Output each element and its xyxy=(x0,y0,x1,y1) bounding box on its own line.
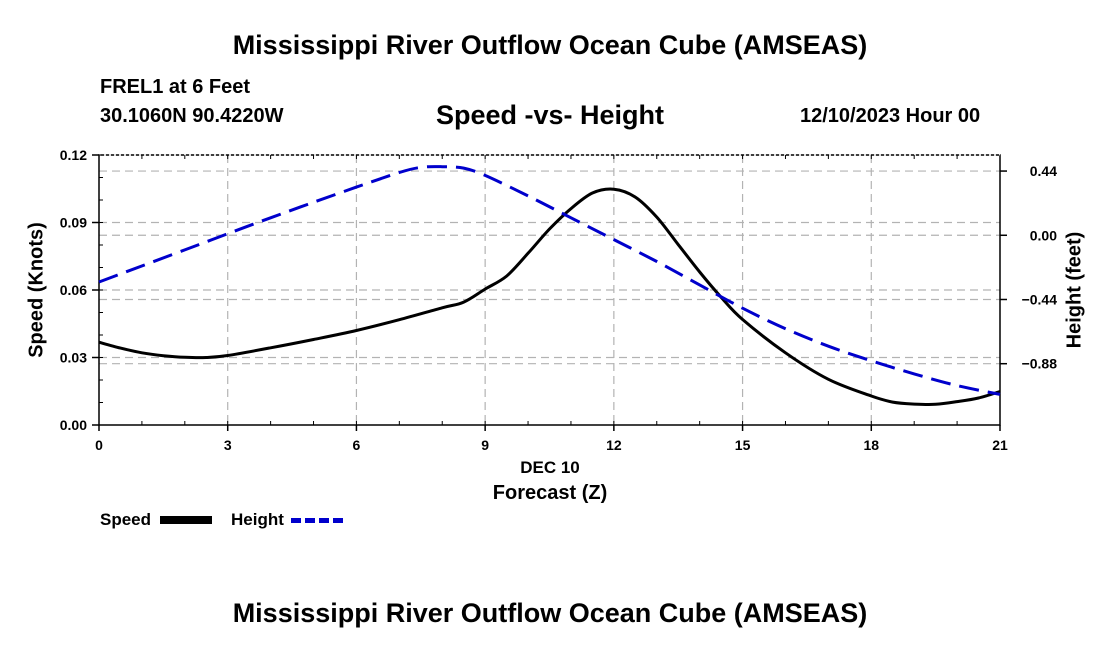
station-label: FREL1 at 6 Feet xyxy=(100,76,251,98)
legend-swatch-height xyxy=(291,518,343,523)
x-tick-label: 3 xyxy=(224,437,232,453)
x-tick-label: 15 xyxy=(735,437,751,453)
coordinates-label: 30.1060N 90.4220W xyxy=(100,105,284,127)
datetime-label: 12/10/2023 Hour 00 xyxy=(800,105,981,127)
y-axis-label-height: Height (feet) xyxy=(1063,231,1086,349)
y-tick-label: 0.03 xyxy=(60,350,87,366)
series-line-height xyxy=(98,165,1001,396)
x-axis-label: Forecast (Z) xyxy=(492,482,608,504)
x-axis-date-label: DEC 10 xyxy=(520,458,580,477)
main-title: Mississippi River Outflow Ocean Cube (AM… xyxy=(232,30,868,60)
chart-title: Speed -vs- Height xyxy=(435,100,665,130)
series-line-speed xyxy=(98,187,1001,406)
y-tick-label: 0.06 xyxy=(60,282,87,298)
x-tick-label: 18 xyxy=(863,437,879,453)
y-tick-label: 0.12 xyxy=(60,147,87,163)
y-tick-label: 0.00 xyxy=(60,417,87,433)
x-tick-label: 6 xyxy=(353,437,361,453)
legend-swatch-speed xyxy=(160,516,212,524)
y2-tick-label: 0.00 xyxy=(1030,227,1057,243)
y-axis-label-speed: Speed (Knots) xyxy=(25,222,48,358)
legend-label-height: Height xyxy=(231,510,284,529)
y2-tick-label: −0.88 xyxy=(1022,356,1058,372)
legend-label-speed: Speed xyxy=(100,510,152,529)
x-tick-label: 21 xyxy=(992,437,1008,453)
x-tick-label: 9 xyxy=(481,437,489,453)
x-tick-label: 0 xyxy=(95,437,103,453)
x-tick-label: 12 xyxy=(606,437,622,453)
y-tick-label: 0.09 xyxy=(60,215,87,231)
y2-tick-label: −0.44 xyxy=(1022,291,1058,307)
y2-tick-label: 0.44 xyxy=(1030,163,1057,179)
footer-title: Mississippi River Outflow Ocean Cube (AM… xyxy=(232,598,868,628)
